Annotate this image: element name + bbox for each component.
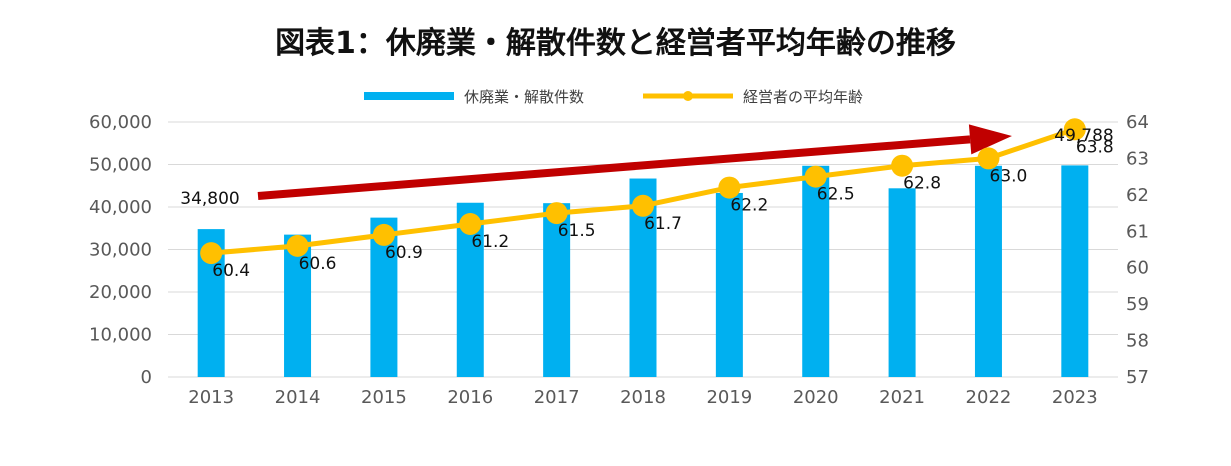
- age-point-2022: [977, 147, 1000, 170]
- right-axis-tick: 63: [1126, 148, 1149, 169]
- right-axis-tick: 60: [1126, 258, 1149, 279]
- bar-2020: [802, 165, 830, 377]
- legend-bar-swatch: [364, 92, 454, 100]
- right-axis-tick: 64: [1126, 112, 1149, 133]
- age-point-2019: [718, 176, 741, 199]
- age-point-2018: [632, 194, 654, 217]
- x-axis-tick: 2017: [534, 387, 580, 408]
- age-point-2014: [286, 234, 309, 257]
- right-axis-tick: 57: [1126, 367, 1149, 388]
- age-data-label: 60.9: [385, 243, 423, 263]
- right-axis-tick: 61: [1126, 221, 1149, 242]
- age-data-label: 63.8: [1076, 137, 1114, 157]
- legend-bar-label: 休廃業・解散件数: [464, 88, 584, 106]
- age-data-label: 63.0: [990, 166, 1028, 186]
- legend-line-label: 経営者の平均年齢: [743, 88, 863, 106]
- age-data-label: 62.2: [730, 196, 768, 216]
- bar-annotation-first: 34,800: [180, 189, 239, 209]
- x-axis-tick: 2020: [793, 387, 839, 408]
- bar-2017: [543, 203, 571, 377]
- age-data-label: 61.5: [558, 221, 596, 241]
- bar-2023: [1061, 165, 1089, 377]
- x-axis-tick: 2016: [447, 387, 493, 408]
- bar-2019: [715, 192, 743, 377]
- age-point-2020: [804, 165, 827, 188]
- trend-arrow-line: [257, 135, 971, 200]
- x-axis-tick: 2023: [1052, 387, 1098, 408]
- left-axis-tick: 40,000: [89, 197, 152, 218]
- age-point-2015: [372, 223, 395, 246]
- age-point-2023: [1063, 118, 1086, 141]
- right-axis-tick: 59: [1126, 294, 1149, 315]
- x-axis-tick: 2013: [188, 387, 234, 408]
- x-axis-tick: 2015: [361, 387, 407, 408]
- bar-2022: [974, 165, 1002, 377]
- bar-annotation-last: 49,788: [1054, 126, 1113, 146]
- right-axis-tick: 58: [1126, 331, 1149, 352]
- age-point-2017: [545, 202, 568, 225]
- left-axis-tick: 60,000: [89, 112, 152, 133]
- left-axis-tick: 10,000: [89, 325, 152, 346]
- x-axis-tick: 2021: [879, 387, 925, 408]
- left-axis-tick: 20,000: [89, 282, 152, 303]
- left-axis-tick: 50,000: [89, 155, 152, 176]
- age-point-2021: [891, 154, 914, 177]
- age-data-label: 61.7: [644, 214, 682, 234]
- age-data-label: 61.2: [471, 232, 509, 252]
- bar-2021: [888, 188, 916, 377]
- chart-title: 図表1：休廃業・解散件数と経営者平均年齢の推移: [275, 26, 956, 61]
- x-axis-tick: 2022: [966, 387, 1012, 408]
- x-axis-tick: 2019: [706, 387, 752, 408]
- trend-arrow-head: [968, 124, 1012, 155]
- left-axis-tick: 30,000: [89, 240, 152, 261]
- age-data-label: 62.8: [903, 174, 941, 194]
- age-point-2013: [200, 242, 223, 265]
- x-axis-tick: 2018: [620, 387, 666, 408]
- left-axis-tick: 0: [141, 367, 152, 388]
- x-axis-tick: 2014: [275, 387, 321, 408]
- age-data-label: 60.6: [299, 254, 337, 274]
- bar-2014: [284, 234, 312, 377]
- legend-line-marker: [683, 91, 693, 101]
- age-point-2016: [459, 213, 482, 235]
- age-data-label: 60.4: [212, 261, 250, 281]
- right-axis-tick: 62: [1126, 185, 1149, 206]
- age-data-label: 62.5: [817, 185, 855, 205]
